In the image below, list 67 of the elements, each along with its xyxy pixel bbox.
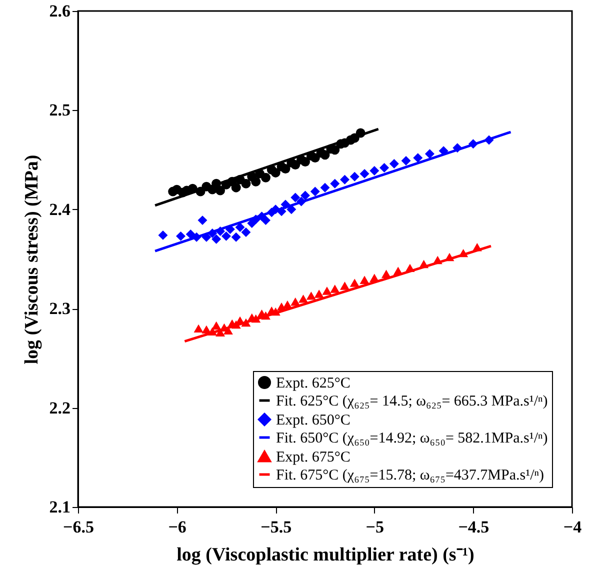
point: [216, 186, 226, 196]
point: [231, 232, 241, 242]
y-tick-label: 2.5: [49, 100, 70, 120]
legend-label: Fit. 675°C (χ₆₇₅=15.78; ω₆₇₅=437.7MPa.s¹/ⁿ): [276, 468, 544, 484]
y-axis-title: log (Viscous stress) (MPa): [21, 154, 42, 364]
point: [413, 153, 423, 163]
point: [320, 150, 330, 160]
y-tick-label: 2.6: [49, 2, 70, 20]
point: [231, 182, 241, 192]
point: [310, 186, 320, 196]
point: [221, 231, 231, 241]
point: [380, 162, 390, 172]
x-tick-label: −4: [563, 518, 582, 536]
point: [320, 182, 330, 192]
point: [330, 284, 340, 293]
point: [389, 159, 399, 169]
point: [286, 204, 296, 214]
point: [370, 166, 380, 176]
legend-label: Expt. 625°C: [276, 376, 350, 392]
legend-label: Expt. 675°C: [276, 450, 350, 466]
legend-label: Fit. 650°C (χ₆₅₀=14.92; ω₆₅₀= 582.1MPa.s¹/ⁿ): [276, 430, 548, 446]
point: [322, 286, 332, 295]
legend-label: Expt. 650°C: [276, 412, 350, 428]
point: [360, 168, 370, 178]
x-tick-label: −6.5: [63, 518, 94, 536]
point: [340, 282, 350, 290]
point: [241, 227, 251, 237]
point: [270, 168, 280, 178]
point: [158, 230, 168, 240]
point: [212, 321, 222, 330]
point: [340, 174, 350, 184]
point: [280, 164, 290, 174]
legend-label: Fit. 625°C (χ₆₂₅= 14.5; ω₆₂₅= 665.3 MPa.s¹/ⁿ): [276, 394, 548, 410]
point: [251, 176, 261, 186]
point: [306, 292, 316, 300]
point: [212, 234, 222, 244]
point: [198, 216, 208, 226]
point: [260, 216, 270, 226]
point: [300, 157, 310, 167]
point: [350, 172, 360, 182]
x-axis-title: log (Viscoplastic multiplier rate) (s⁻¹): [176, 544, 474, 566]
y-tick-label: 2.3: [49, 299, 70, 318]
point: [290, 160, 300, 170]
point: [300, 190, 310, 200]
point: [235, 222, 245, 232]
x-tick-label: −5: [366, 518, 384, 536]
x-tick-label: −5.5: [260, 518, 292, 536]
point: [310, 153, 320, 163]
y-tick-label: 2.1: [49, 498, 70, 516]
point: [314, 290, 324, 298]
x-tick-label: −4.5: [458, 518, 490, 536]
point: [260, 172, 270, 182]
point: [350, 278, 360, 287]
point: [401, 156, 411, 166]
point: [298, 294, 308, 303]
point: [360, 276, 370, 284]
point: [290, 192, 300, 202]
point: [176, 231, 186, 241]
point: [290, 298, 300, 306]
point: [241, 178, 251, 188]
x-tick-label: −6: [168, 518, 186, 536]
point: [186, 229, 196, 239]
y-tick-label: 2.4: [49, 200, 71, 219]
point: [194, 324, 204, 333]
point: [424, 149, 434, 159]
y-tick-label: 2.2: [49, 398, 70, 418]
point: [330, 178, 340, 188]
